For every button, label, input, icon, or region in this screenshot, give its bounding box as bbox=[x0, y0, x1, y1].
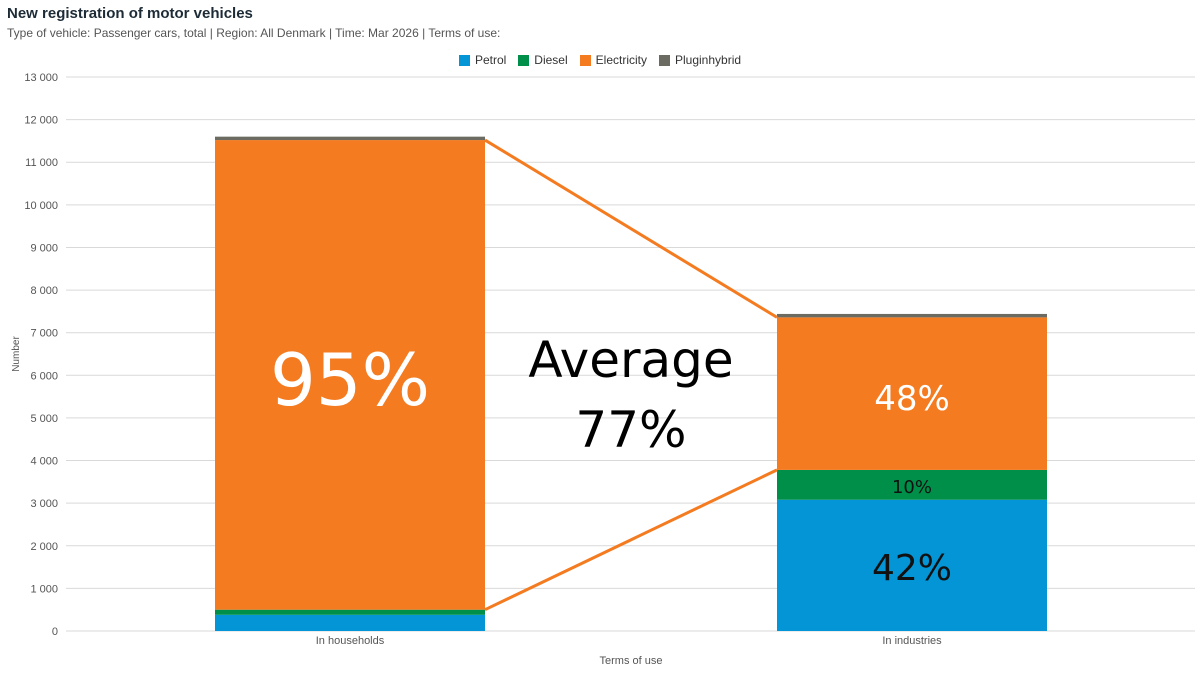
legend-item-diesel[interactable]: Diesel bbox=[518, 53, 568, 67]
y-tick-label: 8 000 bbox=[30, 285, 58, 297]
annotation-industries-diesel: 10% bbox=[892, 477, 932, 498]
y-tick-label: 5 000 bbox=[30, 413, 58, 425]
bar-segment-pluginhybrid-industries bbox=[777, 313, 1047, 318]
bar-segment-petrol-industries bbox=[777, 499, 1047, 631]
legend: Petrol Diesel Electricity Pluginhybrid bbox=[0, 53, 1200, 67]
y-tick-label: 0 bbox=[52, 626, 58, 638]
bar-segment-electricity-industries bbox=[777, 317, 1047, 470]
bar-segment-pluginhybrid-households bbox=[215, 136, 485, 141]
legend-swatch-petrol bbox=[458, 54, 470, 66]
chart-title: New registration of motor vehicles bbox=[7, 5, 253, 22]
legend-label-diesel: Diesel bbox=[534, 53, 568, 67]
y-axis-title: Number bbox=[11, 336, 22, 372]
legend-item-pluginhybrid[interactable]: Pluginhybrid bbox=[659, 53, 741, 67]
y-tick-label: 6 000 bbox=[30, 370, 58, 382]
annotation-industries-petrol: 42% bbox=[872, 548, 952, 589]
x-tick-label: In industries bbox=[882, 635, 942, 647]
bar-segment-diesel-industries bbox=[777, 469, 1047, 500]
legend-label-pluginhybrid: Pluginhybrid bbox=[675, 53, 742, 67]
legend-swatch-pluginhybrid bbox=[659, 54, 670, 66]
annotation-industries-electricity: 48% bbox=[874, 379, 950, 419]
y-tick-label: 12 000 bbox=[24, 115, 58, 127]
annotation-average-value: 77% bbox=[575, 401, 686, 459]
x-axis-title: Terms of use bbox=[600, 655, 663, 667]
y-tick-label: 7 000 bbox=[30, 328, 58, 340]
connector-line-lower bbox=[484, 468, 778, 612]
legend-swatch-diesel bbox=[518, 54, 530, 66]
bar-segment-electricity-households bbox=[215, 140, 485, 610]
connector-line-upper bbox=[484, 138, 778, 319]
y-tick-label: 4 000 bbox=[30, 456, 58, 468]
y-tick-label: 11 000 bbox=[25, 157, 58, 169]
legend-label-electricity: Electricity bbox=[595, 53, 647, 67]
legend-item-petrol[interactable]: Petrol bbox=[458, 53, 507, 67]
y-tick-label: 10 000 bbox=[24, 200, 58, 212]
bar-segment-diesel-households bbox=[215, 609, 485, 615]
annotation-average-label: Average bbox=[528, 331, 733, 389]
chart-subtitle: Type of vehicle: Passenger cars, total |… bbox=[7, 26, 501, 40]
bar-segment-petrol-households bbox=[215, 614, 485, 631]
y-tick-label: 13 000 bbox=[24, 72, 58, 84]
legend-item-electricity[interactable]: Electricity bbox=[579, 53, 647, 67]
legend-label-petrol: Petrol bbox=[474, 53, 507, 67]
x-tick-label: In households bbox=[316, 635, 385, 647]
y-tick-label: 9 000 bbox=[30, 242, 58, 254]
legend-swatch-electricity bbox=[579, 54, 591, 66]
y-tick-label: 3 000 bbox=[30, 498, 58, 510]
annotation-households-electricity: 95% bbox=[270, 338, 430, 422]
y-tick-label: 1 000 bbox=[30, 583, 58, 595]
y-tick-label: 2 000 bbox=[30, 541, 58, 553]
